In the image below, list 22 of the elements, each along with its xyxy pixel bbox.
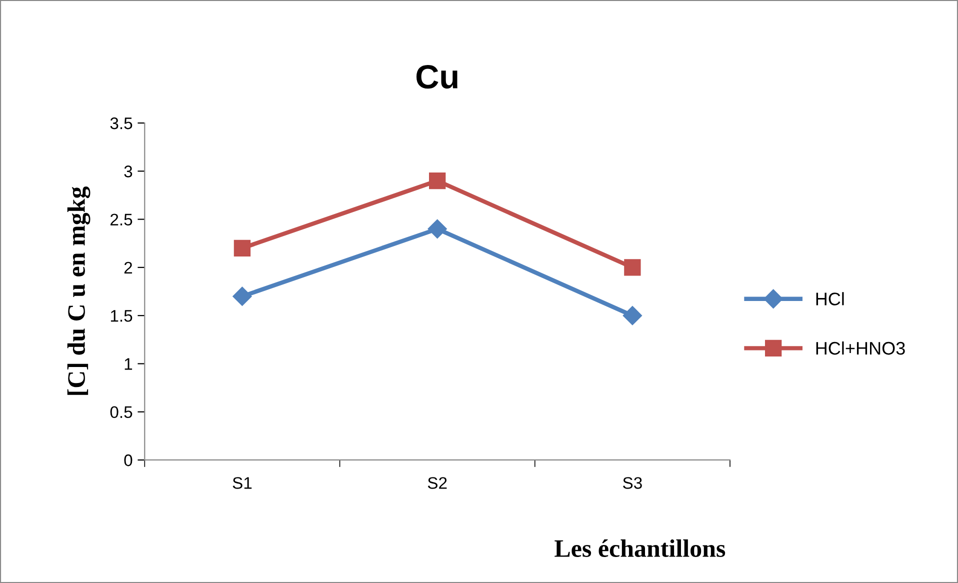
point [234, 240, 251, 257]
x-tick-label: S3 [623, 477, 642, 489]
y-tick-label: 0.5 [110, 406, 132, 418]
point [624, 259, 641, 276]
y-tick-label: 3 [124, 166, 132, 178]
x-tick-label: S1 [232, 477, 252, 489]
point [622, 306, 642, 326]
point [428, 172, 446, 190]
y-tick-label: 1.5 [110, 310, 132, 322]
x-tick-label: S2 [428, 477, 447, 489]
y-tick-label: 3.5 [110, 117, 132, 130]
point [232, 286, 252, 306]
y-tick-label: 2.5 [110, 214, 132, 226]
y-tick-label: 2 [124, 262, 132, 274]
point [428, 219, 447, 238]
x-axis-title: Les échantillons [554, 539, 726, 558]
y-tick-label: 1 [124, 358, 132, 370]
y-axis-title: [C] du C u en mgkg [67, 186, 90, 395]
legend-label: HCl+HNO3 [816, 341, 905, 355]
legend-label: HCl [816, 292, 844, 306]
chart-title: Cu [416, 65, 458, 89]
y-tick-label: 0 [124, 454, 132, 466]
